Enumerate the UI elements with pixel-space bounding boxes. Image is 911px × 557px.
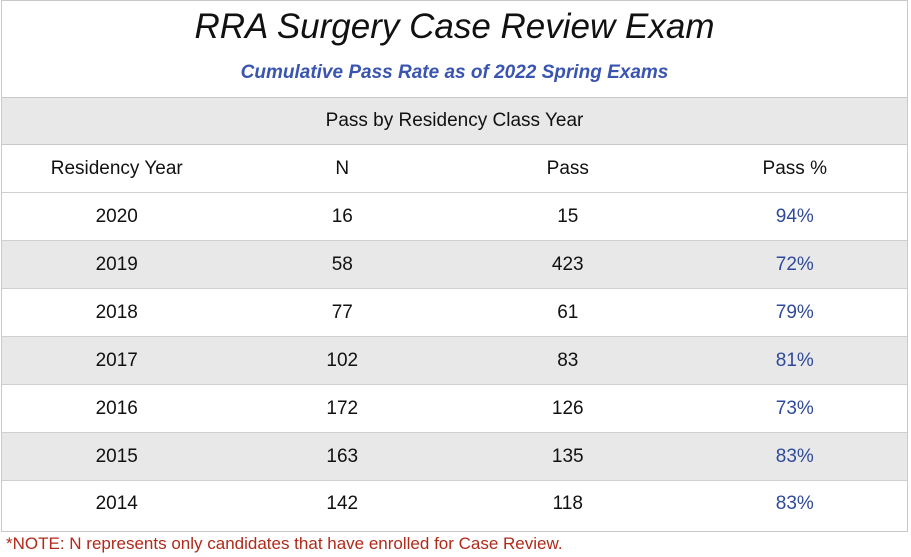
cell-pass: 423 [551, 253, 584, 275]
table-row: 2019 58 423 72% [2, 241, 907, 289]
section-label: Pass by Residency Class Year [325, 110, 584, 131]
cell-pass: 118 [552, 493, 583, 514]
column-header-n: N [335, 157, 350, 179]
cell-year: 2019 [95, 253, 138, 275]
cell-n: 58 [331, 253, 353, 275]
cell-year: 2016 [95, 397, 138, 419]
table-row: 2015 163 135 83% [2, 433, 907, 481]
cell-pass: 61 [557, 301, 579, 323]
page-title: RRA Surgery Case Review Exam [194, 7, 715, 46]
cell-pass-pct: 94% [775, 205, 814, 227]
column-header-pass-pct: Pass % [762, 157, 827, 179]
page-subtitle: Cumulative Pass Rate as of 2022 Spring E… [240, 62, 669, 83]
table-row: 2017 102 83 81% [2, 337, 907, 385]
column-header-year: Residency Year [50, 157, 183, 179]
table-row: 2020 16 15 94% [2, 193, 907, 241]
cell-pass-pct: 72% [775, 253, 814, 275]
cell-pass-pct: 83% [775, 445, 814, 467]
report-frame: RRA Surgery Case Review Exam Cumulative … [1, 0, 908, 532]
table-row: 2018 77 61 79% [2, 289, 907, 337]
cell-n: 172 [326, 397, 359, 419]
cell-year: 2017 [95, 349, 138, 371]
table-row: 2016 172 126 73% [2, 385, 907, 433]
cell-n: 77 [331, 301, 353, 323]
cell-pass-pct: 79% [775, 301, 814, 323]
cell-pass: 126 [551, 397, 584, 419]
table-row: 2014 142 118 83% [2, 481, 907, 527]
cell-pass-pct: 81% [775, 349, 814, 371]
table-header-row: Residency Year N Pass Pass % [2, 145, 907, 193]
cell-n: 142 [326, 493, 359, 514]
section-header: Pass by Residency Class Year [2, 97, 907, 145]
column-header-pass: Pass [546, 157, 589, 179]
cell-year: 2015 [95, 445, 138, 467]
cell-pass: 15 [557, 205, 579, 227]
cell-year: 2014 [95, 493, 138, 514]
cell-year: 2018 [95, 301, 138, 323]
cell-pass: 135 [551, 445, 584, 467]
cell-n: 163 [326, 445, 359, 467]
cell-pass-pct: 83% [775, 493, 814, 514]
cell-year: 2020 [95, 205, 138, 227]
cell-n: 102 [326, 349, 359, 371]
cell-n: 16 [331, 205, 353, 227]
cell-pass-pct: 73% [775, 397, 814, 419]
pass-rate-table: Residency Year N Pass Pass % 2020 16 15 … [2, 145, 907, 527]
cell-pass: 83 [557, 349, 579, 371]
footnote: *NOTE: N represents only candidates that… [6, 534, 563, 553]
